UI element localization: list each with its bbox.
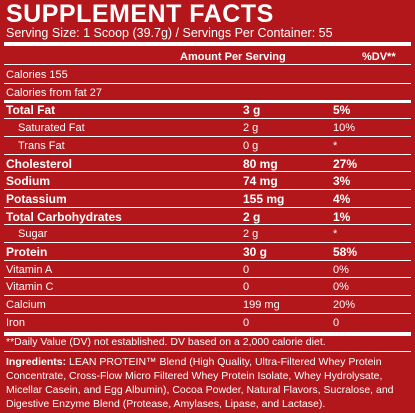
amount: 2 g	[243, 228, 259, 241]
daily-value: 10%	[333, 122, 356, 135]
divider	[4, 188, 411, 190]
divider	[4, 100, 411, 104]
nutrient-name: Calories from fat 27	[6, 86, 102, 99]
amount: 30 g	[243, 245, 268, 259]
divider	[4, 331, 411, 336]
nutrient-name: Saturated Fat	[18, 122, 85, 135]
amount: 2 g	[243, 209, 261, 224]
column-header: Amount Per Serving	[180, 51, 286, 63]
amount: 155 mg	[243, 191, 285, 206]
ingredients-label: Ingredients:	[6, 356, 67, 368]
nutrient-name: Sodium	[6, 174, 50, 189]
divider	[4, 351, 411, 352]
daily-value: 3%	[333, 174, 351, 189]
divider	[4, 224, 411, 226]
daily-value: 20%	[333, 299, 356, 312]
amount: 199 mg	[243, 299, 280, 312]
amount: 2 g	[243, 122, 259, 135]
daily-value: 0	[333, 316, 340, 329]
daily-value: 0%	[333, 263, 349, 276]
nutrient-name: Calcium	[6, 299, 46, 312]
divider	[4, 118, 411, 120]
nutrient-name: Total Carbohydrates	[6, 209, 122, 224]
divider	[4, 259, 411, 261]
ingredients-text: LEAN PROTEIN™ Blend (High Quality, Ultra…	[6, 356, 394, 410]
divider	[4, 135, 411, 137]
serving-info: Serving Size: 1 Scoop (39.7g) / Servings…	[6, 26, 333, 40]
divider	[4, 206, 411, 208]
nutrient-name: Iron	[6, 316, 25, 329]
divider	[4, 171, 411, 173]
nutrient-name: Trans Fat	[18, 139, 65, 152]
nutrient-name: Vitamin C	[6, 281, 54, 294]
divider	[4, 277, 411, 279]
divider	[4, 153, 411, 155]
nutrient-name: Vitamin A	[6, 263, 53, 276]
divider	[4, 295, 411, 297]
daily-value: 5%	[333, 103, 351, 118]
amount: 0	[243, 281, 250, 294]
nutrient-name: Calories 155	[6, 69, 68, 81]
ingredients: Ingredients: LEAN PROTEIN™ Blend (High Q…	[6, 355, 408, 411]
amount: 3 g	[243, 103, 261, 118]
daily-value: 0%	[333, 281, 349, 294]
amount: 74 mg	[243, 174, 278, 189]
nutrient-name: Cholesterol	[6, 156, 73, 171]
amount: 80 mg	[243, 156, 278, 171]
daily-value: 58%	[333, 245, 358, 259]
divider	[4, 312, 411, 314]
divider	[4, 42, 411, 46]
footnote: **Daily Value (DV) not established. DV b…	[6, 336, 326, 348]
daily-value: 27%	[333, 156, 358, 171]
divider	[4, 64, 411, 65]
nutrient-name: Total Fat	[6, 103, 56, 118]
divider	[4, 242, 411, 243]
amount: 0	[243, 263, 250, 276]
nutrient-name: Protein	[6, 245, 48, 259]
nutrient-name: Potassium	[6, 191, 67, 206]
daily-value: *	[333, 139, 338, 152]
nutrient-name: Sugar	[18, 228, 48, 241]
daily-value: 1%	[333, 209, 351, 224]
divider	[4, 82, 411, 84]
daily-value: *	[333, 228, 338, 241]
column-header: %DV**	[362, 51, 396, 63]
amount: 0	[243, 316, 250, 329]
daily-value: 4%	[333, 191, 351, 206]
amount: 0 g	[243, 139, 259, 152]
title: SUPPLEMENT FACTS	[6, 0, 274, 28]
